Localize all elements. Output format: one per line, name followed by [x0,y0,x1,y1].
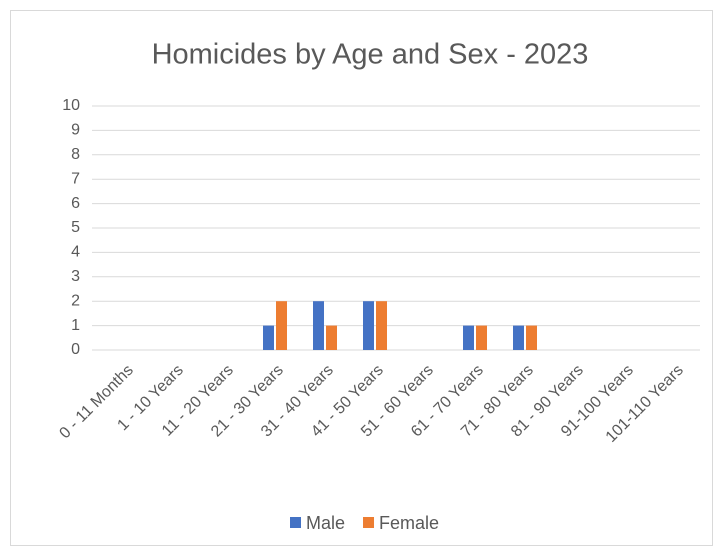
y-tick-label: 4 [71,244,80,261]
bar [463,325,474,350]
bar [513,325,524,350]
y-tick-label: 8 [71,146,80,163]
chart-frame [10,10,713,546]
bar [313,301,324,350]
y-tick-label: 6 [71,195,80,212]
y-tick-label: 3 [71,268,80,285]
y-tick-label: 7 [71,170,80,187]
legend-label: Female [379,513,439,533]
bar [476,325,487,350]
bar [526,325,537,350]
y-tick-label: 0 [71,341,80,358]
y-tick-label: 9 [71,122,80,139]
bar [326,325,337,350]
bar [276,301,287,350]
bar [376,301,387,350]
y-tick-label: 2 [71,292,80,309]
chart-title: Homicides by Age and Sex - 2023 [152,39,589,71]
y-tick-label: 5 [71,219,80,236]
y-tick-label: 1 [71,317,80,334]
y-tick-label: 10 [62,97,80,114]
legend-swatch [363,517,375,528]
bar [263,325,274,350]
bar [363,301,374,350]
legend-label: Male [306,513,345,533]
legend-swatch [290,517,301,528]
